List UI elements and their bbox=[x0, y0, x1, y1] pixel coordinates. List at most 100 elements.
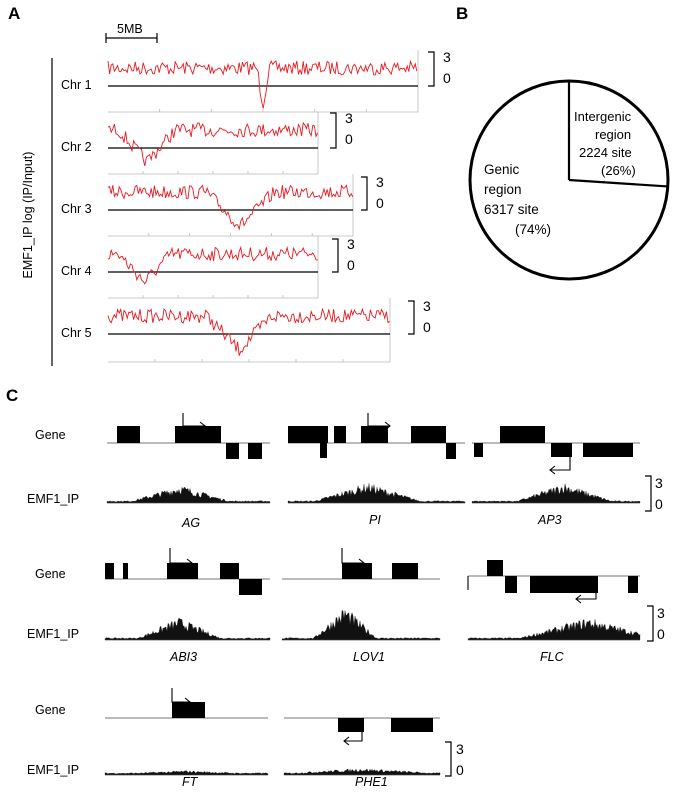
gene-row-label-2: Gene bbox=[35, 567, 66, 581]
chr-frame-4 bbox=[108, 236, 319, 299]
gene-name-abi3: ABI3 bbox=[170, 650, 198, 664]
c-scale-top-3: 3 bbox=[456, 741, 464, 757]
gene-row-label-3: Gene bbox=[35, 703, 66, 717]
tss-arrow-abi3 bbox=[169, 548, 192, 564]
scale-top-chr5: 3 bbox=[423, 298, 431, 314]
chr-frame-1 bbox=[108, 50, 419, 113]
chr-frame-3 bbox=[108, 174, 354, 237]
exon-ap3 bbox=[583, 443, 633, 457]
ip-row-label-3: EMF1_IP bbox=[27, 763, 80, 777]
tss-arrow-ap3-head bbox=[549, 465, 556, 475]
exon-pi bbox=[411, 426, 446, 443]
pie-genic-line2: region bbox=[484, 182, 522, 197]
pie-divider-2 bbox=[568, 178, 668, 188]
scalebar-label: 5MB bbox=[117, 22, 143, 36]
exon-pi bbox=[361, 426, 388, 443]
exon-abi3 bbox=[167, 563, 198, 579]
chr-signal-2 bbox=[107, 121, 319, 167]
tss-arrow-phe1 bbox=[344, 732, 363, 742]
scale-bottom-chr2: 0 bbox=[345, 131, 353, 147]
tss-arrow-abi3-head bbox=[186, 558, 193, 568]
exon-lov1 bbox=[392, 563, 418, 579]
chr-signal-5 bbox=[107, 307, 390, 356]
chr-signal-4 bbox=[107, 245, 318, 285]
exon-pi bbox=[446, 443, 456, 459]
tss-arrow-phe1-head bbox=[343, 736, 350, 746]
exon-pi bbox=[320, 443, 327, 458]
scale-bracket-chr4 bbox=[332, 238, 339, 273]
gene-name-pi: PI bbox=[369, 513, 381, 527]
c-scale-top-1: 3 bbox=[655, 475, 663, 491]
exon-pi bbox=[334, 426, 346, 443]
tss-arrow-ft bbox=[171, 688, 190, 703]
signal-lov1 bbox=[281, 610, 441, 641]
signal-ag bbox=[106, 486, 271, 504]
exon-ap3 bbox=[500, 426, 545, 443]
tss-arrow-lov1-head bbox=[358, 558, 365, 568]
tss-arrow-ap3 bbox=[550, 457, 571, 471]
gene-row-label-1: Gene bbox=[35, 428, 66, 442]
tss-arrow-ag bbox=[182, 413, 205, 427]
signal-flc bbox=[467, 619, 641, 641]
scale-bracket-chr1 bbox=[428, 51, 435, 87]
scale-bottom-chr1: 0 bbox=[443, 70, 451, 86]
y-axis-label: EMF1_IP log (IP/Input) bbox=[21, 151, 35, 279]
tss-arrow-flc bbox=[576, 591, 597, 600]
exon-ag bbox=[175, 426, 221, 443]
c-scale-bottom-1: 0 bbox=[655, 496, 663, 512]
exon-ag bbox=[117, 426, 140, 443]
c-scale-bottom-2: 0 bbox=[657, 626, 665, 642]
tss-arrow-flc-head bbox=[575, 594, 582, 604]
gene-name-phe1: PHE1 bbox=[355, 775, 388, 789]
chr-signal-3 bbox=[107, 184, 354, 231]
gene-name-ag: AG bbox=[182, 516, 201, 530]
exon-abi3 bbox=[123, 563, 128, 579]
pie-intergenic-line1: Intergenic bbox=[574, 109, 632, 124]
gene-name-ap3: AP3 bbox=[538, 513, 562, 527]
ip-row-label-1: EMF1_IP bbox=[27, 492, 80, 506]
scale-top-chr2: 3 bbox=[345, 110, 353, 126]
exon-ap3 bbox=[474, 443, 483, 457]
chr-frame-2 bbox=[108, 112, 319, 175]
ip-row-label-2: EMF1_IP bbox=[27, 627, 80, 641]
exon-abi3 bbox=[239, 579, 262, 595]
tss-arrow-pi-head bbox=[384, 421, 391, 431]
pie-intergenic-line3: 2224 site bbox=[579, 145, 632, 160]
scale-top-chr1: 3 bbox=[443, 49, 451, 65]
exon-flc bbox=[505, 576, 517, 593]
exon-ag bbox=[226, 443, 239, 459]
tss-arrow-lov1 bbox=[341, 548, 364, 564]
chr-frame-5 bbox=[108, 298, 391, 363]
exon-flc bbox=[628, 576, 638, 593]
chr-signal-1 bbox=[107, 59, 418, 109]
exon-abi3 bbox=[105, 563, 114, 579]
scale-top-chr4: 3 bbox=[347, 236, 355, 252]
c-scale-bracket-1 bbox=[645, 475, 652, 512]
pie-intergenic-line2: region bbox=[595, 127, 632, 142]
c-scale-bracket-3 bbox=[445, 741, 452, 777]
exon-lov1 bbox=[342, 563, 372, 579]
exon-phe1 bbox=[391, 718, 433, 732]
tss-arrow-ft-head bbox=[184, 697, 191, 707]
scale-top-chr3: 3 bbox=[376, 174, 384, 190]
scale-bottom-chr3: 0 bbox=[376, 195, 384, 211]
chr-label-4: Chr 4 bbox=[61, 264, 92, 278]
gene-name-lov1: LOV1 bbox=[353, 650, 385, 664]
chr-label-1: Chr 1 bbox=[61, 78, 92, 92]
pie-genic-line3: 6317 site bbox=[484, 202, 539, 217]
exon-flc bbox=[487, 560, 503, 576]
exon-pi bbox=[288, 426, 328, 443]
exon-ag bbox=[248, 443, 262, 459]
c-scale-bottom-3: 0 bbox=[456, 762, 464, 778]
pie-genic-line1: Genic bbox=[484, 162, 520, 177]
exon-phe1 bbox=[338, 718, 364, 732]
exon-flc bbox=[530, 576, 598, 593]
signal-ft bbox=[104, 770, 269, 776]
chr-label-3: Chr 3 bbox=[61, 202, 92, 216]
panel-letter-b: B bbox=[456, 4, 469, 23]
exon-abi3 bbox=[220, 563, 239, 579]
exon-ft bbox=[172, 702, 205, 718]
exon-ap3 bbox=[551, 443, 572, 457]
scale-bracket-chr5 bbox=[408, 300, 415, 335]
